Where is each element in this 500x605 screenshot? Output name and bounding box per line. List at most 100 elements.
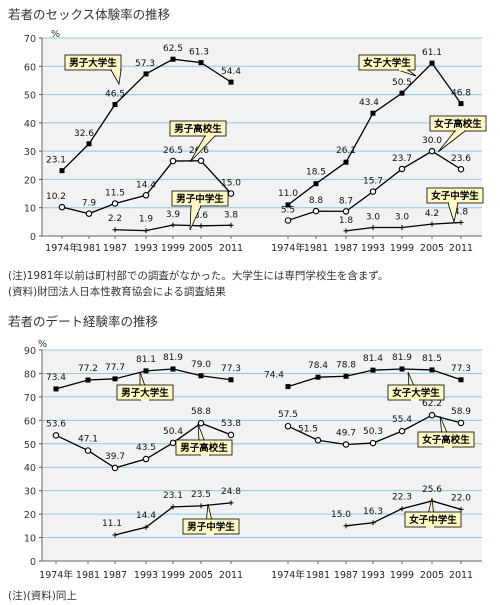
x-tick-label: 2011 <box>219 570 243 581</box>
data-label: 3.0 <box>395 213 410 223</box>
series-tag: 男子大学生 <box>64 54 122 86</box>
data-label: 4.8 <box>454 207 469 217</box>
data-point <box>111 464 119 472</box>
data-point <box>369 188 377 195</box>
y-tick-label: 50 <box>24 91 36 102</box>
data-label: 81.1 <box>136 355 156 365</box>
data-point <box>58 203 66 211</box>
x-tick-label: 1993 <box>361 570 385 581</box>
data-label: 57.3 <box>135 59 155 69</box>
data-label: 81.4 <box>363 354 383 364</box>
data-label: 77.3 <box>451 364 471 374</box>
data-label: 15.0 <box>331 510 351 520</box>
data-label: 49.7 <box>336 428 356 438</box>
data-point <box>313 181 319 187</box>
data-label: 53.8 <box>221 419 241 429</box>
series-tag: 女子中学生 <box>404 497 462 528</box>
data-point <box>312 207 320 215</box>
data-point <box>170 56 176 62</box>
data-point <box>197 419 205 427</box>
data-label: 24.8 <box>221 487 241 497</box>
data-point <box>112 101 118 107</box>
data-point <box>169 157 177 165</box>
data-point <box>85 377 91 383</box>
data-point <box>112 376 118 382</box>
y-unit-label: % <box>38 339 47 350</box>
data-label: 47.1 <box>78 435 98 445</box>
y-tick-label: 40 <box>24 119 36 130</box>
data-point <box>428 147 436 155</box>
data-point <box>284 217 292 224</box>
data-point <box>398 165 406 173</box>
data-point <box>198 223 204 229</box>
data-point <box>112 227 118 233</box>
data-point <box>198 503 204 509</box>
data-point <box>85 210 93 217</box>
data-label: 79.0 <box>191 360 211 370</box>
data-label: 15.0 <box>221 179 241 189</box>
data-label: 1.9 <box>139 215 154 225</box>
data-point <box>370 367 376 373</box>
series-tag: 男子高校生 <box>169 120 227 163</box>
series-tag-label: 男子大学生 <box>69 57 117 69</box>
data-point <box>228 500 234 506</box>
x-tick-label: 1981 <box>77 243 101 254</box>
data-label: 62.5 <box>163 44 183 54</box>
data-label: 23.5 <box>191 490 211 500</box>
y-tick-label: 60 <box>24 62 36 73</box>
data-point <box>370 225 376 231</box>
data-point <box>227 190 235 197</box>
data-point <box>428 411 436 419</box>
data-label: 77.2 <box>78 364 98 374</box>
x-tick-label: 1999 <box>161 570 185 581</box>
y-tick-label: 30 <box>24 147 36 158</box>
data-point <box>86 141 92 147</box>
data-label: 14.4 <box>136 180 156 190</box>
x-tick-label: 2011 <box>449 243 473 254</box>
data-label: 7.9 <box>82 199 97 209</box>
data-label: 61.1 <box>422 48 442 58</box>
data-label: 25.6 <box>422 485 442 495</box>
data-label: 55.4 <box>392 415 412 425</box>
x-tick-label: 1999 <box>390 243 414 254</box>
x-tick-label: 1987 <box>103 243 127 254</box>
data-label: 46.5 <box>105 89 125 99</box>
series-tag-box <box>64 54 122 71</box>
data-point <box>429 367 435 373</box>
chart1-title: 若者のセックス体験率の推移 <box>8 7 171 22</box>
data-point <box>111 200 119 207</box>
x-tick-label: 1993 <box>134 243 158 254</box>
data-label: 77.3 <box>221 364 241 374</box>
data-label: 8.8 <box>309 196 324 206</box>
data-point <box>142 192 150 199</box>
data-label: 3.8 <box>224 210 239 220</box>
x-tick-label: 2011 <box>219 243 243 254</box>
data-label: 11.5 <box>105 188 125 198</box>
data-label: 23.1 <box>46 156 66 166</box>
data-label: 54.4 <box>221 67 241 77</box>
data-label: 8.7 <box>339 196 353 206</box>
y-tick-label: 70 <box>24 34 36 45</box>
data-point <box>457 165 465 173</box>
y-tick-label: 10 <box>24 534 36 545</box>
y-tick-label: 10 <box>24 204 36 215</box>
data-point <box>112 532 118 538</box>
chart1-source: (資料)財団法人日本性教育協会による調査結果 <box>8 286 226 298</box>
data-label: 11.0 <box>278 189 298 199</box>
data-point <box>399 225 405 231</box>
x-tick-label: 2005 <box>189 570 213 581</box>
data-label: 30.0 <box>422 136 442 146</box>
data-label: 5.5 <box>281 205 295 215</box>
data-label: 3.6 <box>194 211 209 221</box>
data-label: 32.6 <box>74 129 94 139</box>
series-tag-label: 女子大学生 <box>392 387 440 399</box>
x-tick-label: 1987 <box>334 570 358 581</box>
data-label: 81.5 <box>422 354 442 364</box>
data-point <box>315 374 321 380</box>
data-point <box>342 441 350 448</box>
data-point <box>369 439 377 447</box>
series-tag: 男子中学生 <box>171 190 229 231</box>
data-point <box>457 419 465 427</box>
data-point <box>285 202 291 208</box>
data-label: 74.4 <box>264 371 284 381</box>
